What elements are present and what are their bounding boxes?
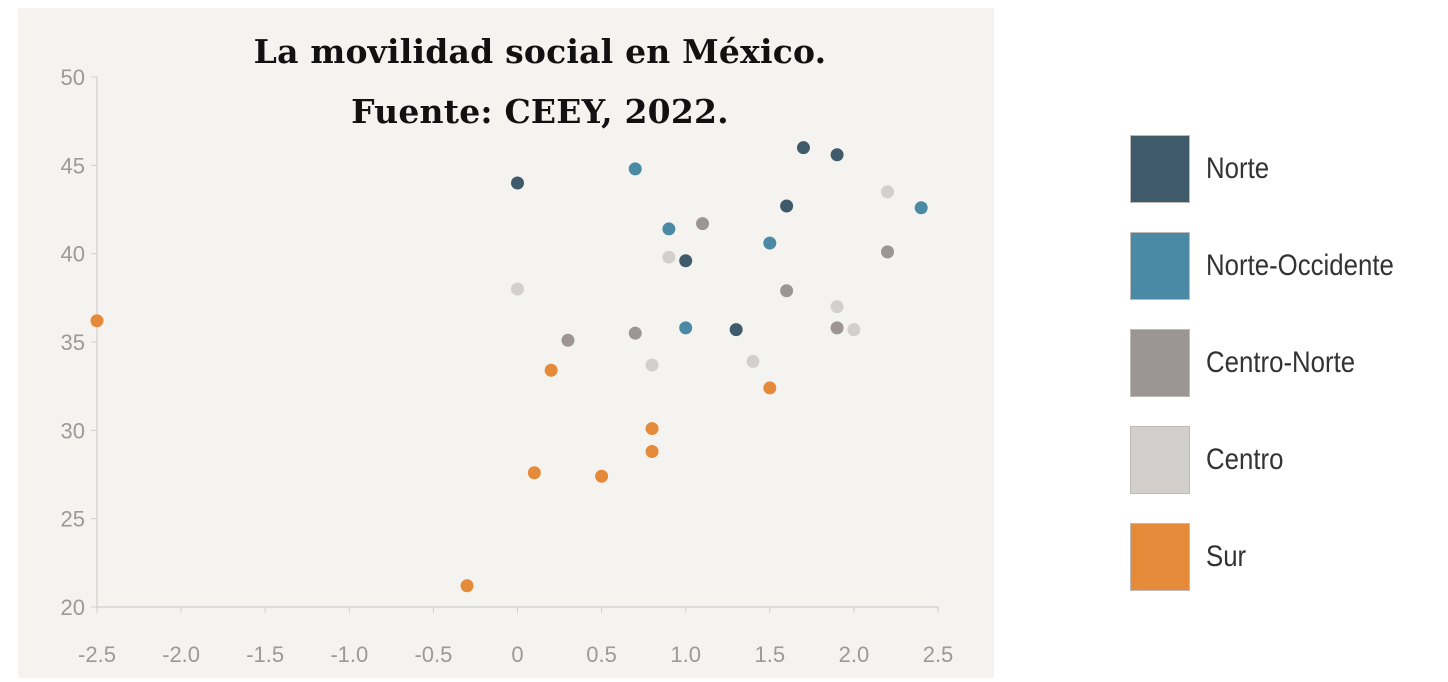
data-point — [763, 236, 777, 250]
data-point — [645, 445, 659, 459]
data-point — [511, 282, 524, 296]
x-tick-label: -2.0 — [162, 642, 200, 667]
data-point — [595, 469, 609, 483]
legend-item-sur[interactable]: Sur — [1130, 508, 1424, 605]
legend-swatch-sur — [1130, 522, 1190, 591]
data-point — [847, 323, 861, 337]
data-point — [662, 222, 676, 236]
y-tick-label: 45 — [61, 153, 85, 178]
data-point — [881, 185, 895, 199]
x-tick-label: 0.5 — [586, 642, 617, 667]
legend-swatch-centro-norte — [1130, 328, 1190, 397]
chart-subtitle: Fuente: CEEY, 2022. — [351, 92, 729, 131]
x-tick-label: 1.5 — [755, 642, 786, 667]
data-point — [662, 250, 676, 264]
legend-label-centro: Centro — [1206, 442, 1284, 476]
y-tick-label: 30 — [61, 418, 85, 443]
x-tick-label: -2.5 — [78, 642, 116, 667]
legend-label-norte-occidente: Norte-Occidente — [1206, 248, 1394, 282]
data-point — [746, 354, 760, 368]
y-tick-label: 50 — [61, 65, 85, 90]
y-tick-label: 35 — [61, 330, 85, 355]
legend-item-centro[interactable]: Centro — [1130, 411, 1424, 508]
legend-item-centro-norte[interactable]: Centro-Norte — [1130, 314, 1424, 411]
x-tick-label: 0 — [511, 642, 523, 667]
x-tick-label: 1.0 — [670, 642, 701, 667]
x-tick-label: -0.5 — [414, 642, 452, 667]
x-tick-label: 2.5 — [923, 642, 954, 667]
data-point — [544, 363, 558, 377]
data-point — [830, 148, 844, 162]
data-point — [460, 579, 474, 593]
data-point — [511, 176, 524, 190]
legend-swatch-norte — [1130, 134, 1190, 203]
data-point — [527, 466, 541, 480]
legend-label-centro-norte: Centro-Norte — [1206, 345, 1356, 379]
data-point — [628, 326, 642, 340]
data-point — [830, 300, 844, 314]
data-point — [780, 284, 794, 298]
data-point — [679, 254, 693, 268]
data-point — [90, 314, 104, 328]
x-tick-label: 2.0 — [839, 642, 870, 667]
x-tick-label: -1.0 — [330, 642, 368, 667]
data-point — [628, 162, 642, 176]
data-point — [830, 321, 844, 335]
axes: -2.5 -2.0 -1.5 -1.0 -0.5 0 0.5 1.0 1.5 2.0 2.5 20 25… — [61, 65, 954, 667]
data-points — [90, 141, 928, 593]
data-point — [696, 217, 710, 231]
legend-swatch-centro — [1130, 425, 1190, 494]
data-point — [796, 141, 810, 155]
data-point — [881, 245, 895, 259]
chart-title: La movilidad social en México. — [253, 32, 827, 71]
legend-item-norte[interactable]: Norte — [1130, 120, 1424, 217]
data-point — [763, 381, 777, 395]
data-point — [645, 422, 659, 436]
y-tick-label: 25 — [61, 507, 85, 532]
y-tick-label: 20 — [61, 595, 85, 620]
legend-label-norte: Norte — [1206, 151, 1270, 185]
legend: Norte Norte-Occidente Centro-Norte Centr… — [1130, 120, 1424, 605]
legend-item-norte-occidente[interactable]: Norte-Occidente — [1130, 217, 1424, 314]
data-point — [561, 333, 575, 347]
x-tick-label: -1.5 — [246, 642, 284, 667]
data-point — [729, 323, 743, 337]
data-point — [914, 201, 928, 215]
data-point — [679, 321, 693, 335]
data-point — [645, 358, 659, 372]
legend-swatch-norte-occidente — [1130, 231, 1190, 300]
data-point — [780, 199, 794, 213]
plot-area — [18, 8, 994, 678]
y-tick-label: 40 — [61, 242, 85, 267]
legend-label-sur: Sur — [1206, 539, 1247, 573]
